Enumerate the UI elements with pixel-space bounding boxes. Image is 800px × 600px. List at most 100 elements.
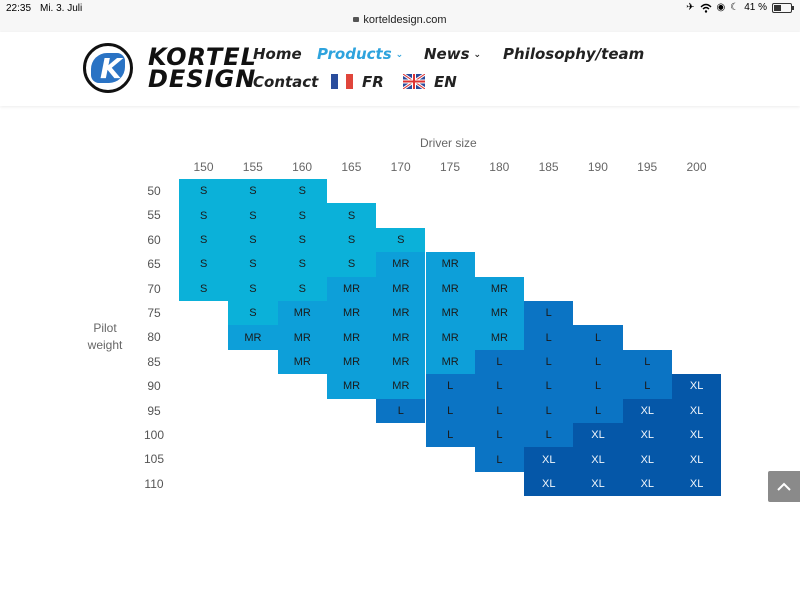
size-cell: XL bbox=[573, 447, 623, 472]
size-cell: MR bbox=[474, 276, 525, 301]
size-cell: XL bbox=[524, 471, 574, 497]
size-cell: L bbox=[524, 301, 574, 326]
size-cell: L bbox=[524, 374, 574, 399]
size-cell: MR bbox=[376, 349, 426, 375]
size-cell: L bbox=[425, 398, 475, 423]
chart-title: Driver size bbox=[420, 136, 477, 150]
column-label: 160 bbox=[292, 160, 313, 174]
column-label: 155 bbox=[242, 160, 263, 174]
row-label: 75 bbox=[147, 306, 161, 320]
brand-line-1: KORTEL bbox=[148, 43, 257, 71]
size-cell: MR bbox=[474, 301, 525, 326]
size-cell: MR bbox=[277, 301, 327, 326]
size-cell: MR bbox=[376, 325, 426, 350]
size-cell: MR bbox=[326, 301, 377, 326]
size-cell: S bbox=[228, 203, 278, 228]
nav-philosophy-team[interactable]: Philosophy/team bbox=[503, 45, 645, 63]
size-cell: MR bbox=[425, 276, 475, 301]
row-label: 50 bbox=[147, 184, 161, 198]
brand-name[interactable]: KORTEL DESIGN bbox=[148, 43, 257, 91]
size-cell: MR bbox=[228, 325, 278, 350]
size-cell: L bbox=[573, 325, 623, 350]
size-cell: S bbox=[179, 203, 229, 228]
size-cell: L bbox=[622, 349, 672, 375]
size-cell: MR bbox=[425, 301, 475, 326]
lock-icon bbox=[353, 17, 360, 22]
size-cell: XL bbox=[672, 398, 722, 423]
size-cell: S bbox=[228, 227, 278, 253]
language-fr[interactable]: FR bbox=[362, 73, 384, 91]
size-cell: XL bbox=[573, 423, 623, 448]
size-cell: S bbox=[179, 179, 229, 204]
size-cell: L bbox=[524, 398, 574, 423]
nav-news[interactable]: News ⌄ bbox=[424, 45, 482, 63]
size-cell: L bbox=[474, 398, 525, 423]
battery-percent: 41 % bbox=[744, 2, 767, 13]
size-cell: S bbox=[326, 203, 377, 228]
row-label: 105 bbox=[143, 452, 165, 467]
row-label: 55 bbox=[147, 208, 161, 223]
wifi-icon bbox=[700, 3, 711, 13]
size-cell: L bbox=[622, 374, 672, 399]
size-cell: L bbox=[474, 423, 525, 448]
size-cell: S bbox=[277, 252, 327, 277]
address-bar[interactable]: korteldesign.com bbox=[0, 14, 800, 26]
nav-products[interactable]: Products ⌄ bbox=[317, 45, 404, 63]
column-label: 165 bbox=[341, 160, 362, 174]
size-cell: S bbox=[179, 252, 229, 277]
size-cell: MR bbox=[376, 374, 426, 399]
size-cell: XL bbox=[672, 374, 722, 399]
column-label: 185 bbox=[538, 160, 559, 174]
size-cell: XL bbox=[672, 447, 722, 472]
size-cell: S bbox=[277, 179, 327, 204]
size-cell: MR bbox=[376, 301, 426, 326]
column-label: 195 bbox=[637, 160, 658, 174]
size-cell: MR bbox=[277, 325, 327, 350]
battery-icon bbox=[772, 2, 794, 13]
size-cell: L bbox=[474, 349, 525, 375]
size-cell: L bbox=[376, 398, 426, 423]
row-label: 90 bbox=[147, 379, 161, 394]
logo-icon[interactable]: K bbox=[83, 43, 133, 93]
size-cell: S bbox=[228, 301, 278, 326]
size-cell: XL bbox=[672, 471, 722, 497]
size-cell: S bbox=[179, 276, 229, 301]
size-cell: L bbox=[425, 374, 475, 399]
size-cell: L bbox=[524, 349, 574, 375]
nav-contact[interactable]: Contact bbox=[253, 73, 319, 91]
size-cell: XL bbox=[622, 423, 672, 448]
scroll-to-top-button[interactable] bbox=[768, 471, 800, 502]
size-cell: MR bbox=[425, 325, 475, 350]
size-cell: MR bbox=[277, 349, 327, 375]
size-cell: MR bbox=[425, 252, 475, 277]
size-cell: S bbox=[376, 227, 426, 253]
size-cell: MR bbox=[326, 349, 377, 375]
y-axis-title: Pilot weight bbox=[87, 321, 123, 352]
row-label: 95 bbox=[147, 403, 161, 418]
status-date: Mi. 3. Juli bbox=[40, 3, 83, 14]
size-cell: S bbox=[228, 276, 278, 301]
row-label: 65 bbox=[147, 257, 161, 272]
chevron-up-icon bbox=[777, 482, 791, 491]
column-label: 180 bbox=[489, 160, 510, 174]
size-cell: XL bbox=[573, 471, 623, 497]
column-label: 190 bbox=[587, 160, 608, 174]
size-cell: XL bbox=[622, 398, 672, 423]
size-cell: S bbox=[179, 227, 229, 253]
size-cell: L bbox=[474, 374, 525, 399]
column-label: 150 bbox=[193, 160, 214, 174]
size-cell: S bbox=[326, 227, 377, 253]
row-label: 100 bbox=[143, 428, 165, 442]
logo-letter: K bbox=[100, 52, 122, 85]
nav-home[interactable]: Home bbox=[253, 45, 302, 63]
size-cell: S bbox=[277, 276, 327, 301]
moon-icon: ☾ bbox=[730, 2, 740, 13]
size-cell: MR bbox=[425, 349, 475, 375]
size-cell: MR bbox=[376, 252, 426, 277]
language-en[interactable]: EN bbox=[434, 73, 457, 91]
size-cell: MR bbox=[474, 325, 525, 350]
site-header: K KORTEL DESIGN Home Products ⌄ News ⌄ Phi… bbox=[0, 32, 800, 106]
size-cell: XL bbox=[524, 447, 574, 472]
size-cell: L bbox=[474, 447, 525, 472]
chevron-down-icon: ⌄ bbox=[395, 50, 404, 60]
